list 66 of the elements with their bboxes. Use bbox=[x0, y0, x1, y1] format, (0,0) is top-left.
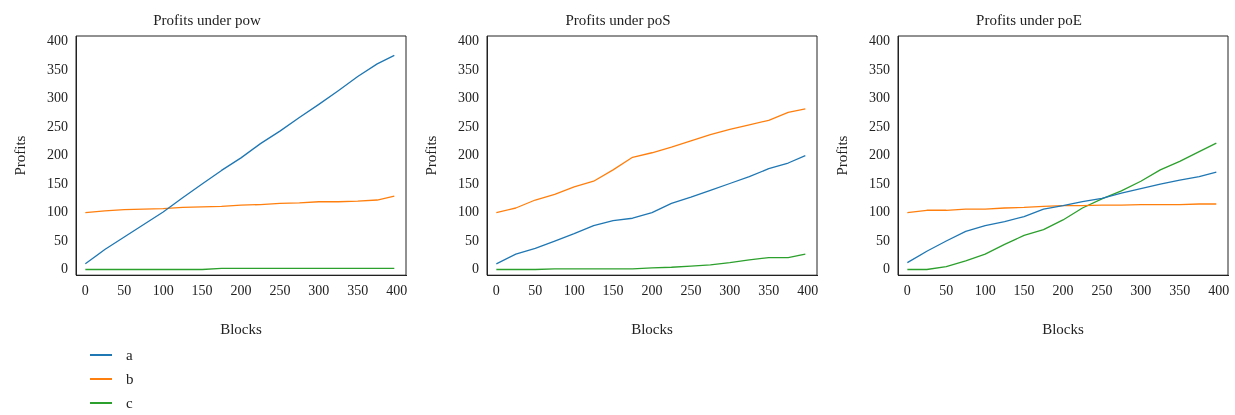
y-tick-label: 100 bbox=[869, 204, 890, 220]
x-tick-label: 400 bbox=[797, 283, 819, 299]
x-tick-label: 350 bbox=[758, 283, 780, 299]
y-tick-label: 400 bbox=[869, 33, 890, 49]
y-tick-label: 100 bbox=[47, 204, 68, 220]
y-axis-title: Profits bbox=[422, 135, 439, 176]
y-tick-label: 0 bbox=[883, 261, 890, 277]
x-tick-label: 350 bbox=[347, 283, 369, 299]
x-tick-label: 300 bbox=[1130, 283, 1152, 299]
y-tick-label: 0 bbox=[61, 261, 68, 277]
x-tick-label: 300 bbox=[308, 283, 330, 299]
y-tick-label: 300 bbox=[869, 90, 890, 106]
x-tick-label: 400 bbox=[386, 283, 408, 299]
y-tick-label: 350 bbox=[458, 61, 479, 77]
y-tick-label: 100 bbox=[458, 204, 479, 220]
x-tick-label: 150 bbox=[602, 283, 624, 299]
x-tick-label: 200 bbox=[230, 283, 252, 299]
y-tick-label: 350 bbox=[47, 61, 68, 77]
x-tick-label: 250 bbox=[680, 283, 702, 299]
y-tick-label: 50 bbox=[465, 232, 479, 248]
x-tick-label: 50 bbox=[528, 283, 543, 299]
x-tick-label: 100 bbox=[563, 283, 585, 299]
y-tick-label: 150 bbox=[869, 175, 890, 191]
x-tick-label: 250 bbox=[1091, 283, 1113, 299]
y-tick-label: 300 bbox=[458, 90, 479, 106]
legend-label: c bbox=[126, 394, 133, 412]
y-tick-label: 400 bbox=[458, 33, 479, 49]
x-tick-label: 0 bbox=[81, 283, 89, 299]
x-tick-label: 100 bbox=[974, 283, 996, 299]
x-tick-label: 400 bbox=[1208, 283, 1230, 299]
legend-label: a bbox=[126, 346, 133, 364]
x-tick-label: 200 bbox=[641, 283, 663, 299]
chart-title: Profits under poS bbox=[565, 11, 671, 28]
x-tick-label: 150 bbox=[191, 283, 213, 299]
y-tick-label: 150 bbox=[47, 175, 68, 191]
y-tick-label: 400 bbox=[47, 33, 68, 49]
x-tick-label: 350 bbox=[1169, 283, 1191, 299]
y-tick-label: 350 bbox=[869, 61, 890, 77]
y-tick-label: 300 bbox=[47, 90, 68, 106]
x-tick-label: 200 bbox=[1052, 283, 1074, 299]
y-tick-label: 200 bbox=[869, 147, 890, 163]
x-axis-title: Blocks bbox=[1042, 320, 1084, 337]
x-tick-label: 50 bbox=[117, 283, 132, 299]
y-tick-label: 0 bbox=[472, 261, 479, 277]
y-tick-label: 150 bbox=[458, 175, 479, 191]
y-tick-label: 50 bbox=[54, 232, 68, 248]
x-tick-label: 150 bbox=[1013, 283, 1035, 299]
y-tick-label: 250 bbox=[47, 118, 68, 134]
legend-label: b bbox=[126, 370, 134, 388]
x-tick-label: 250 bbox=[269, 283, 291, 299]
y-axis-title: Profits bbox=[11, 135, 28, 176]
x-tick-label: 50 bbox=[939, 283, 954, 299]
y-tick-label: 50 bbox=[876, 232, 890, 248]
y-tick-label: 250 bbox=[869, 118, 890, 134]
x-axis-title: Blocks bbox=[631, 320, 673, 337]
y-tick-label: 250 bbox=[458, 118, 479, 134]
y-axis-title: Profits bbox=[833, 135, 850, 176]
chart-title: Profits under pow bbox=[153, 11, 261, 28]
x-axis-title: Blocks bbox=[220, 320, 262, 337]
x-tick-label: 300 bbox=[719, 283, 741, 299]
x-tick-label: 0 bbox=[492, 283, 500, 299]
x-tick-label: 0 bbox=[903, 283, 911, 299]
y-tick-label: 200 bbox=[47, 147, 68, 163]
y-tick-label: 200 bbox=[458, 147, 479, 163]
chart-title: Profits under poE bbox=[976, 11, 1082, 28]
x-tick-label: 100 bbox=[152, 283, 174, 299]
